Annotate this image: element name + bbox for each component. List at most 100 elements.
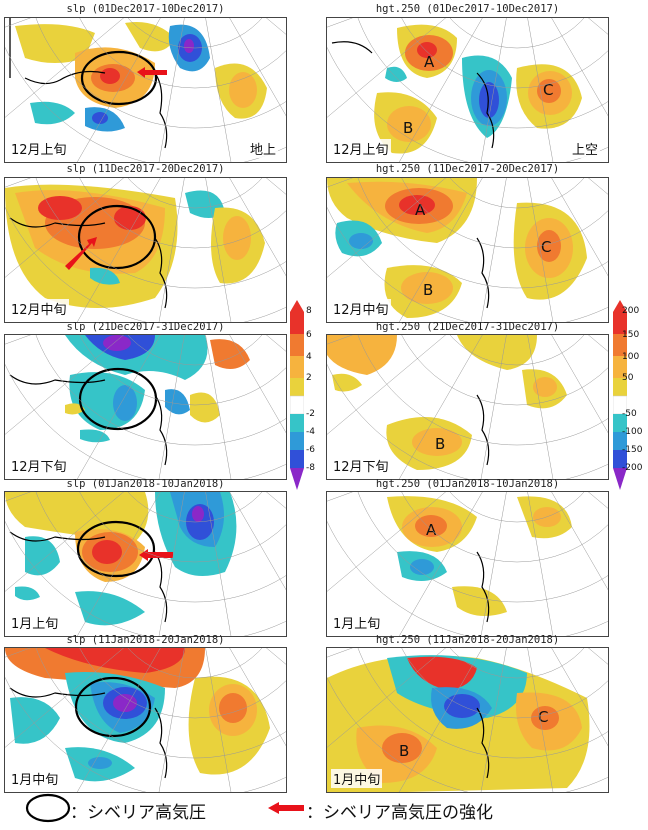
- meridian-line: [158, 335, 185, 479]
- meridian-line: [327, 18, 446, 118]
- panel-title-slp-dec-late: slp (21Dec2017-31Dec2017): [66, 321, 225, 333]
- level-label: 地上: [247, 139, 278, 158]
- meridian-line: [229, 648, 286, 747]
- map-graticule: [327, 335, 608, 479]
- meridian-line: [327, 335, 446, 435]
- meridian-line: [480, 178, 507, 322]
- slp-colorbar: [289, 300, 305, 490]
- meridian-line: [5, 178, 124, 278]
- map-hgt-dec-early: A C B 12月上旬 上空: [326, 17, 609, 163]
- latitude-circle: [127, 178, 263, 209]
- marker-b: B: [435, 435, 445, 453]
- latitude-circle: [357, 18, 608, 129]
- legend-arrow-label: ：シベリア高気圧の強化: [306, 803, 493, 823]
- panel-title-hgt-jan-mid: hgt.250 (11Jan2018-20Jan2018): [375, 634, 560, 646]
- meridian-line: [229, 492, 286, 591]
- marker-b: B: [423, 281, 433, 299]
- map-graticule: [327, 648, 608, 792]
- tick: -50: [622, 409, 637, 419]
- tick: -8: [306, 463, 315, 473]
- meridian-line: [551, 335, 608, 434]
- period-label: 12月中旬: [331, 299, 391, 318]
- panel-title-slp-dec-mid: slp (11Dec2017-20Dec2017): [66, 163, 225, 175]
- meridian-line: [517, 178, 609, 207]
- meridian-line: [76, 178, 161, 322]
- tick: 4: [306, 352, 312, 362]
- meridian-line: [76, 648, 161, 792]
- panel-title-slp-jan-mid: slp (11Jan2018-20Jan2018): [66, 634, 225, 646]
- hgt-colorbar-svg: [612, 300, 628, 490]
- tick: -6: [306, 445, 315, 455]
- panel-title-hgt-dec-late: hgt.250 (21Dec2017-31Dec2017): [375, 321, 560, 333]
- meridian-line: [205, 335, 232, 479]
- latitude-circle: [401, 178, 608, 249]
- latitude-circle: [401, 492, 608, 563]
- meridian-line: [551, 492, 608, 591]
- meridian-line: [205, 18, 232, 162]
- marker-a: A: [415, 201, 426, 219]
- meridian-line: [195, 648, 287, 677]
- meridian-line: [229, 18, 286, 117]
- siberian-high-ellipse: [74, 676, 152, 738]
- map-graticule: [5, 178, 286, 322]
- meridian-line: [5, 648, 124, 748]
- marker-c: C: [543, 81, 553, 99]
- period-label: 12月上旬: [9, 139, 69, 158]
- latitude-circle: [127, 18, 263, 49]
- map-graticule: [5, 18, 286, 162]
- strengthening-arrow: [137, 67, 167, 78]
- map-slp-dec-mid: 12月中旬: [4, 177, 287, 323]
- latitude-circle: [449, 335, 585, 366]
- map-graticule: [5, 335, 286, 479]
- legend-svg: [25, 793, 304, 823]
- meridian-line: [398, 335, 483, 479]
- meridian-line: [551, 178, 608, 277]
- meridian-line: [158, 492, 185, 636]
- hgt-colorbar: [612, 300, 628, 490]
- meridian-line: [229, 335, 286, 434]
- marker-b: B: [403, 119, 413, 137]
- latitude-circle: [357, 492, 608, 603]
- slp-dec-mid-svg: [5, 178, 286, 322]
- map-graticule: [327, 178, 609, 322]
- period-label: 1月上旬: [331, 613, 383, 632]
- legend-ellipse-label: ：シベリア高気圧: [70, 803, 206, 823]
- latitude-circle: [127, 648, 263, 679]
- meridian-line: [398, 492, 483, 636]
- meridian-line: [158, 648, 185, 792]
- meridian-line: [158, 178, 185, 322]
- meridian-line: [398, 18, 483, 162]
- latitude-circle: [401, 648, 608, 719]
- tick: 50: [622, 373, 634, 383]
- strengthening-arrow: [139, 549, 173, 561]
- tick: -2: [306, 409, 315, 419]
- latitude-circle: [79, 648, 286, 719]
- siberian-high-ellipse: [77, 204, 157, 270]
- latitude-circle: [127, 335, 263, 366]
- meridian-line: [480, 18, 507, 162]
- hgt-jan-early-svg: A: [327, 492, 608, 636]
- map-graticule: [5, 492, 286, 636]
- period-label: 12月中旬: [9, 299, 69, 318]
- marker-c: C: [541, 238, 551, 256]
- latitude-circle: [35, 492, 286, 603]
- legend-ellipse-icon: [25, 793, 71, 823]
- meridian-line: [205, 492, 232, 636]
- latitude-circle: [79, 335, 286, 406]
- tick: 8: [306, 306, 312, 316]
- latitude-circle: [449, 492, 585, 523]
- map-hgt-dec-late: B 12月下旬: [326, 334, 609, 480]
- meridian-line: [5, 335, 124, 435]
- meridian-line: [517, 18, 609, 47]
- latitude-circle: [449, 178, 585, 209]
- panel-title-hgt-dec-mid: hgt.250 (11Dec2017-20Dec2017): [375, 163, 560, 175]
- meridian-line: [327, 648, 446, 748]
- latitude-circle: [35, 178, 286, 289]
- map-slp-dec-early: 12月上旬 地上: [4, 17, 287, 163]
- latitude-circle: [357, 335, 608, 446]
- meridian-line: [398, 648, 483, 792]
- panel-title-hgt-dec-early: hgt.250 (01Dec2017-10Dec2017): [375, 3, 560, 15]
- meridian-line: [229, 178, 286, 277]
- map-graticule: [327, 492, 608, 636]
- tick: -100: [622, 427, 643, 437]
